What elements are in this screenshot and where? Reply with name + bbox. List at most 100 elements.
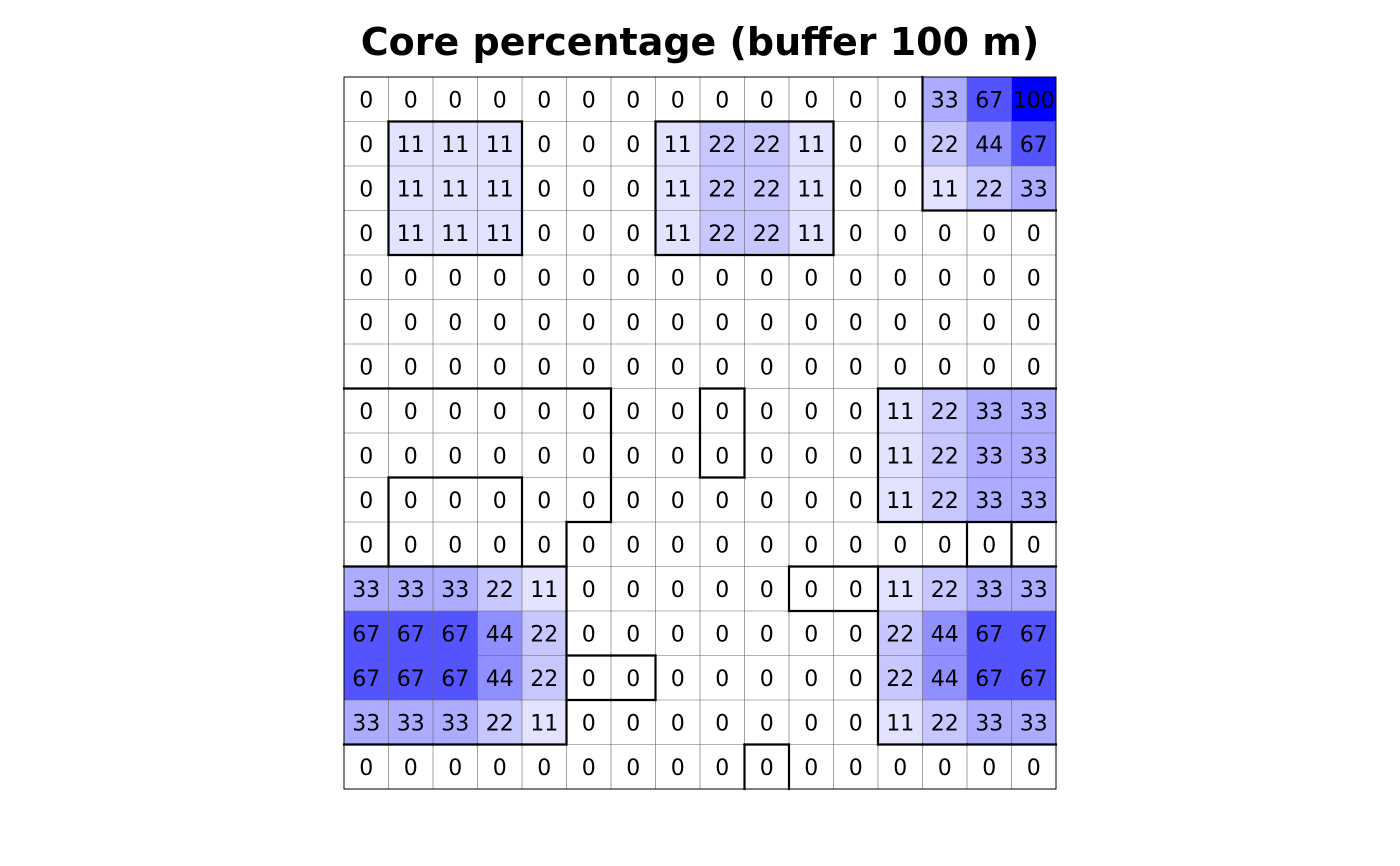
heatmap-cell [744, 388, 789, 433]
cell-value-label: 0 [404, 88, 418, 113]
cell-value-label: 0 [626, 444, 640, 469]
cell-value-label: 33 [441, 711, 469, 736]
cell-value-label: 0 [893, 756, 907, 781]
heatmap-cell [433, 566, 478, 611]
cell-value-label: 22 [708, 222, 736, 247]
heatmap-cell [789, 611, 834, 656]
cell-value-label: 0 [626, 88, 640, 113]
heatmap-cell [833, 433, 878, 478]
heatmap-cell [655, 121, 700, 166]
heatmap-cell [833, 344, 878, 389]
chart-title: Core percentage (buffer 100 m) [360, 20, 1040, 64]
cell-value-label: 67 [397, 667, 425, 692]
cell-value-label: 0 [537, 177, 551, 202]
heatmap-cell [789, 344, 834, 389]
heatmap-cell [566, 344, 611, 389]
heatmap-cell [833, 77, 878, 122]
heatmap-cell [433, 477, 478, 522]
heatmap-cell [833, 255, 878, 300]
heatmap-cell [833, 744, 878, 789]
heatmap-cell [477, 522, 522, 567]
cell-value-label: 0 [760, 400, 774, 425]
cell-value-label: 11 [397, 222, 425, 247]
heatmap-cell [744, 566, 789, 611]
heatmap-cell [967, 522, 1012, 567]
cell-value-label: 0 [849, 622, 863, 647]
heatmap-cell [1011, 433, 1056, 478]
heatmap-cell [388, 255, 433, 300]
cell-value-label: 0 [849, 177, 863, 202]
cell-value-label: 0 [671, 533, 685, 558]
heatmap-cell [388, 522, 433, 567]
heatmap-cell [833, 655, 878, 700]
cell-value-label: 11 [797, 133, 825, 158]
heatmap-cell [744, 210, 789, 255]
cell-value-label: 22 [975, 177, 1003, 202]
heatmap-cell [833, 522, 878, 567]
heatmap-cell [700, 611, 745, 656]
heatmap-cell [344, 477, 389, 522]
heatmap-cell [967, 655, 1012, 700]
heatmap-cell [789, 166, 834, 211]
heatmap-cell [833, 566, 878, 611]
heatmap-cell [1011, 299, 1056, 344]
cell-value-label: 0 [671, 667, 685, 692]
heatmap-cell [566, 611, 611, 656]
cell-value-label: 0 [582, 177, 596, 202]
heatmap-cell [522, 344, 567, 389]
heatmap-cell [878, 700, 923, 745]
cell-value-label: 0 [715, 667, 729, 692]
cell-value-label: 22 [486, 578, 514, 603]
cell-value-label: 0 [582, 489, 596, 514]
heatmap-cell [655, 655, 700, 700]
cell-value-label: 11 [441, 177, 469, 202]
cell-value-label: 67 [352, 667, 380, 692]
cell-value-label: 0 [1027, 756, 1041, 781]
cell-value-label: 0 [715, 400, 729, 425]
cell-value-label: 11 [797, 177, 825, 202]
heatmap-cell [878, 255, 923, 300]
heatmap-cell [967, 477, 1012, 522]
heatmap-cell [566, 388, 611, 433]
heatmap-cell [1011, 166, 1056, 211]
cell-value-label: 67 [975, 667, 1003, 692]
cell-value-label: 0 [626, 177, 640, 202]
cell-value-label: 0 [626, 266, 640, 291]
heatmap-cell [700, 700, 745, 745]
cell-value-label: 0 [359, 400, 373, 425]
heatmap-cell [833, 210, 878, 255]
heatmap-cell [344, 344, 389, 389]
heatmap-cell [922, 477, 967, 522]
cell-value-label: 0 [582, 711, 596, 736]
heatmap-cell [566, 255, 611, 300]
heatmap-cell [1011, 344, 1056, 389]
cell-value-label: 0 [982, 266, 996, 291]
heatmap-cell [433, 344, 478, 389]
cell-value-label: 0 [671, 88, 685, 113]
cell-value-label: 0 [404, 756, 418, 781]
heatmap-cell [566, 522, 611, 567]
heatmap-cell [1011, 566, 1056, 611]
heatmap-cell [744, 611, 789, 656]
cell-value-label: 0 [804, 311, 818, 336]
cell-value-label: 11 [886, 578, 914, 603]
heatmap-cell [344, 255, 389, 300]
heatmap-cell [967, 611, 1012, 656]
cell-value-label: 0 [715, 578, 729, 603]
heatmap-cell [789, 655, 834, 700]
cell-value-label: 0 [359, 222, 373, 247]
heatmap-cell [700, 121, 745, 166]
plot-frame [343, 76, 1057, 790]
heatmap-cell [967, 210, 1012, 255]
cell-value-label: 33 [1020, 400, 1048, 425]
heatmap-cell [744, 522, 789, 567]
heatmap-cell [388, 166, 433, 211]
heatmap-cell [700, 210, 745, 255]
heatmap-cell [789, 744, 834, 789]
cell-value-label: 0 [448, 88, 462, 113]
cell-value-label: 0 [626, 533, 640, 558]
cell-value-label: 0 [626, 489, 640, 514]
heatmap-cell [700, 255, 745, 300]
cell-value-label: 22 [753, 133, 781, 158]
